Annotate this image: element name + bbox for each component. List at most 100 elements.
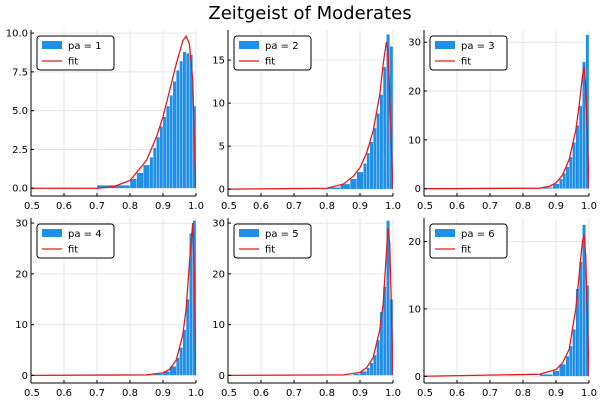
histogram-bar	[572, 328, 576, 377]
legend-swatch-bars	[42, 41, 62, 49]
histogram-bar	[539, 374, 553, 377]
subplot-4: 0.5 0.6 0.7 0.8 0.9 1.0 0 10 20 30 pa = 4 fit	[15, 218, 204, 399]
histogram-bar	[559, 178, 563, 189]
x-tick-label: 0.6	[56, 201, 72, 212]
x-tick-label: 0.7	[482, 201, 498, 212]
histogram-bar	[166, 105, 170, 189]
x-tick-label: 0.8	[122, 388, 138, 399]
fit-line	[31, 34, 196, 189]
fit-line	[424, 234, 589, 377]
legend-swatch-bars	[42, 229, 62, 237]
x-tick-label: 1.0	[385, 201, 401, 212]
y-tick-label: 0.0	[12, 184, 28, 195]
x-tick-label: 0.6	[449, 201, 465, 212]
legend-label: fit	[68, 57, 78, 68]
subplot-5: 0.5 0.6 0.7 0.8 0.9 1.0 0 10 20 30 pa = 5 fit	[212, 218, 401, 399]
histogram-bar	[176, 70, 180, 189]
histogram-bar	[169, 95, 174, 189]
y-tick-label: 10	[212, 320, 225, 331]
x-tick-label: 1.0	[188, 388, 204, 399]
legend-label: fit	[265, 57, 275, 68]
x-tick-label: 0.8	[319, 201, 335, 212]
histogram-bar	[585, 34, 589, 189]
subplot-1: 0.5 0.6 0.7 0.8 0.9 1.0 0.0 2.5 5.0 7.5 10.0 pa = 1…	[6, 29, 204, 212]
y-tick-label: 0	[219, 371, 225, 382]
legend-label: pa = 2	[265, 41, 299, 52]
legend-label: pa = 5	[265, 229, 299, 240]
histogram-bar	[136, 172, 144, 189]
legend-label: fit	[68, 245, 78, 256]
legend: pa = 5 fit	[233, 223, 312, 259]
histogram-bar	[569, 156, 573, 189]
legend-swatch-bars	[435, 229, 455, 237]
y-tick-label: 10	[15, 320, 28, 331]
histogram-bar	[369, 362, 374, 376]
y-tick-label: 20	[408, 87, 421, 98]
x-tick-label: 0.5	[221, 388, 237, 399]
chart-title: Zeitgeist of Moderates	[208, 3, 411, 24]
legend: pa = 2 fit	[233, 35, 312, 71]
histogram-bar	[376, 113, 380, 190]
legend-swatch-bars	[239, 41, 259, 49]
y-tick-label: 2.5	[12, 145, 28, 156]
subplot-3: 0.5 0.6 0.7 0.8 0.9 1.0 0 10 20 30 pa = 3 fit	[408, 30, 597, 212]
x-tick-label: 0.9	[352, 388, 368, 399]
subplot-6: 0.5 0.6 0.7 0.8 0.9 1.0 0 10 20 pa = 6 fit	[408, 218, 597, 399]
y-tick-label: 5.0	[12, 106, 28, 117]
x-tick-label: 0.9	[155, 201, 171, 212]
x-tick-label: 0.7	[89, 201, 105, 212]
x-tick-label: 0.8	[319, 388, 335, 399]
fit-line	[424, 66, 589, 190]
fit-line	[31, 223, 196, 377]
histogram-bar	[182, 329, 187, 376]
histogram-bar	[366, 367, 371, 376]
legend: pa = 3 fit	[429, 35, 508, 71]
x-tick-label: 1.0	[385, 388, 401, 399]
histogram-bar	[376, 339, 380, 376]
histogram-bar	[356, 171, 364, 190]
x-tick-label: 0.7	[286, 388, 302, 399]
histogram-bar	[162, 116, 167, 189]
y-tick-label: 15	[212, 56, 225, 67]
y-tick-label: 0	[415, 184, 421, 195]
x-tick-label: 0.8	[122, 201, 138, 212]
legend-label: pa = 4	[68, 229, 102, 240]
histogram-bar	[353, 373, 361, 376]
y-tick-label: 10	[408, 135, 421, 146]
histogram-bar	[382, 66, 387, 190]
histogram-bar	[185, 53, 190, 189]
x-tick-label: 0.5	[417, 201, 433, 212]
histogram-bar	[575, 125, 580, 189]
x-tick-label: 1.0	[188, 201, 204, 212]
x-tick-label: 0.6	[253, 201, 269, 212]
y-tick-label: 30	[15, 219, 28, 230]
histogram-bars	[542, 34, 589, 189]
fit-line	[228, 228, 393, 377]
legend: pa = 6 fit	[429, 223, 508, 259]
histogram-bar	[569, 345, 573, 377]
histogram-bar	[386, 220, 390, 376]
x-tick-label: 1.0	[581, 201, 597, 212]
histogram-bars	[326, 34, 393, 190]
histogram-bar	[373, 354, 377, 376]
histogram-bar	[379, 94, 384, 190]
histogram-bar	[578, 105, 583, 189]
histogram-bar	[152, 147, 157, 189]
x-tick-label: 1.0	[581, 388, 597, 399]
x-tick-label: 0.9	[352, 201, 368, 212]
x-tick-label: 0.7	[89, 388, 105, 399]
histogram-bar	[179, 60, 183, 189]
histogram-bar	[366, 152, 371, 190]
histogram-bar	[578, 261, 583, 377]
histogram-bar	[552, 370, 560, 377]
legend: pa = 4 fit	[36, 223, 115, 259]
y-tick-label: 5	[219, 142, 225, 153]
histogram-bar	[159, 126, 164, 189]
y-tick-label: 0	[219, 185, 225, 196]
subplot-2: 0.5 0.6 0.7 0.8 0.9 1.0 0 5 10 15 pa = 2 fit	[212, 30, 401, 212]
y-tick-label: 30	[212, 219, 225, 230]
legend-label: fit	[265, 245, 275, 256]
y-tick-label: 20	[15, 269, 28, 280]
